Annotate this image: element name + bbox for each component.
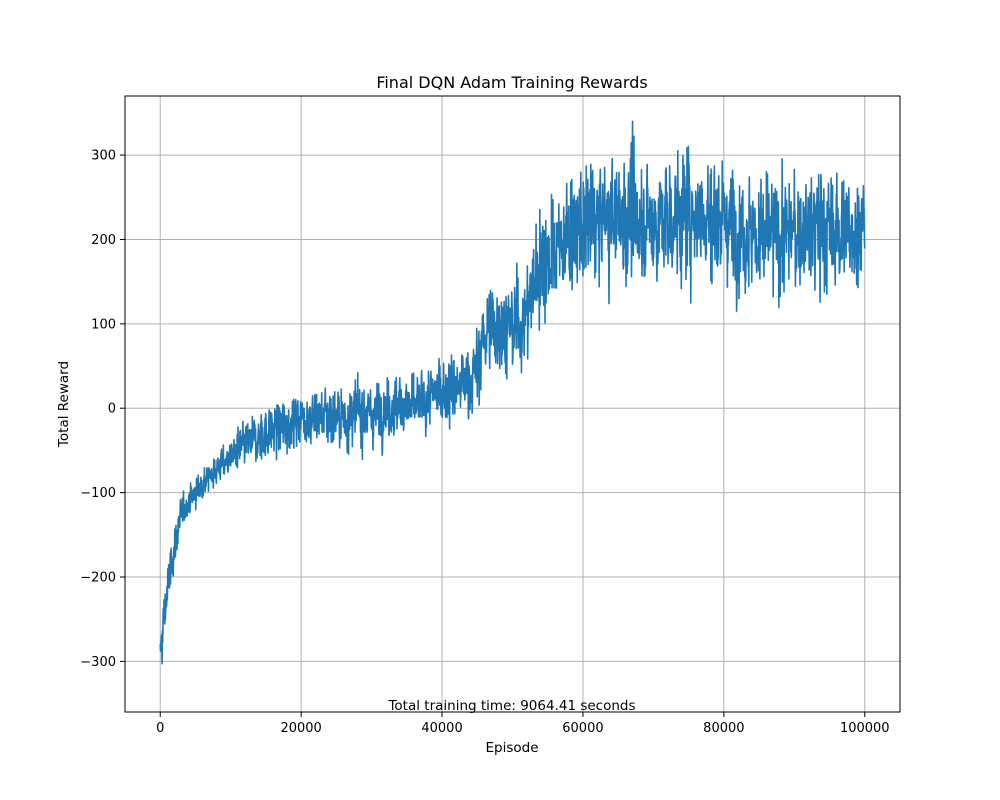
y-ticks: −300 −200 −100 0 100 200 300 <box>80 149 125 670</box>
x-tick-label: 20000 <box>280 721 321 736</box>
x-tick-label: 0 <box>156 721 164 736</box>
y-tick-label: −200 <box>80 570 116 585</box>
training-time-annotation: Total training time: 9064.41 seconds <box>387 698 635 714</box>
y-tick-label: 100 <box>91 317 116 332</box>
y-tick-label: 300 <box>91 149 116 164</box>
x-ticks: 0 20000 40000 60000 80000 100000 <box>156 712 890 736</box>
x-axis-label: Episode <box>485 740 538 756</box>
x-tick-label: 80000 <box>703 721 744 736</box>
x-tick-label: 60000 <box>562 721 603 736</box>
y-tick-label: 200 <box>91 233 116 248</box>
y-tick-label: −300 <box>80 655 116 670</box>
axes-frame <box>124 95 901 713</box>
y-tick-label: −100 <box>80 486 116 501</box>
y-tick-label: 0 <box>108 402 116 417</box>
reward-series-line <box>159 120 866 665</box>
data-series <box>159 120 866 665</box>
y-axis-label: Total Reward <box>56 361 72 448</box>
x-tick-label: 40000 <box>421 721 462 736</box>
grid <box>125 96 900 712</box>
x-tick-label: 100000 <box>840 721 890 736</box>
chart-title: Final DQN Adam Training Rewards <box>376 73 647 92</box>
